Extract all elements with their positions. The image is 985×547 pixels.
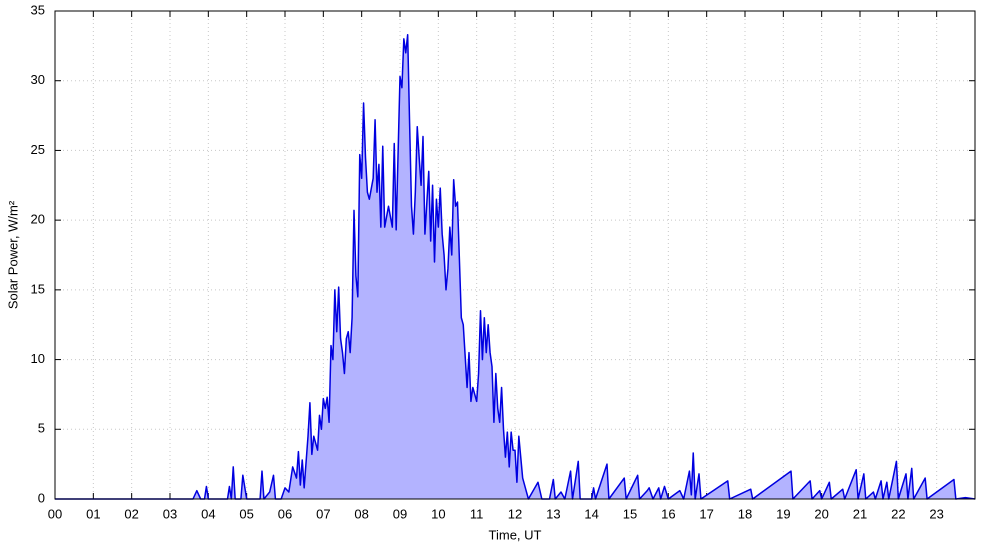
x-tick-label: 21 xyxy=(853,506,867,521)
x-tick-label: 14 xyxy=(584,506,598,521)
x-tick-label: 11 xyxy=(470,506,484,521)
x-tick-label: 17 xyxy=(699,506,713,521)
x-tick-label: 19 xyxy=(776,506,790,521)
x-tick-label: 18 xyxy=(738,506,752,521)
x-axis-label: Time, UT xyxy=(489,527,542,542)
area-line xyxy=(55,33,976,500)
x-tick-label: 07 xyxy=(316,506,330,521)
y-tick-label: 30 xyxy=(31,72,45,87)
x-tick-label: 04 xyxy=(201,506,215,521)
x-tick-label: 06 xyxy=(278,506,292,521)
x-tick-label: 22 xyxy=(891,506,905,521)
y-tick-label: 25 xyxy=(31,142,45,157)
plot-frame xyxy=(54,10,976,500)
x-tick-label: 09 xyxy=(393,506,407,521)
y-tick-label: 20 xyxy=(31,212,45,227)
x-tick-label: 12 xyxy=(508,506,522,521)
x-tick-label: 05 xyxy=(239,506,253,521)
x-tick-label: 08 xyxy=(354,506,368,521)
x-tick-label: 03 xyxy=(163,506,177,521)
y-tick-label: 5 xyxy=(38,421,45,436)
x-tick-label: 02 xyxy=(124,506,138,521)
x-tick-label: 01 xyxy=(86,506,100,521)
x-tick-label: 23 xyxy=(929,506,943,521)
x-tick-label: 10 xyxy=(431,506,445,521)
y-tick-label: 35 xyxy=(31,2,45,17)
x-tick-label: 13 xyxy=(546,506,560,521)
y-tick-label: 10 xyxy=(31,351,45,366)
x-tick-label: 20 xyxy=(814,506,828,521)
x-tick-label: 00 xyxy=(48,506,62,521)
x-tick-label: 16 xyxy=(661,506,675,521)
x-tick-label: 15 xyxy=(623,506,637,521)
y-tick-label: 0 xyxy=(38,490,45,505)
y-tick-label: 15 xyxy=(31,281,45,296)
y-axis-label: Solar Power, W/m² xyxy=(5,200,20,309)
